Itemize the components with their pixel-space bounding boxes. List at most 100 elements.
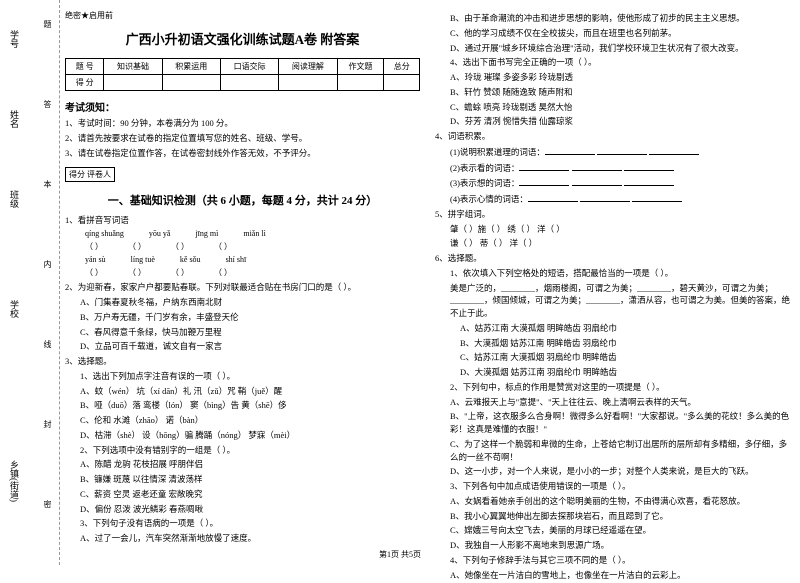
score-cell[interactable]	[337, 75, 384, 91]
score-cell: 总分	[384, 59, 420, 75]
fill-blank[interactable]	[597, 145, 647, 155]
fill-blank[interactable]	[632, 192, 682, 202]
binding-side-3: 内	[42, 260, 53, 268]
pinyin: miǎn lì	[243, 229, 265, 238]
q6-opt: B、我小心翼翼地伸出左脚去探那块岩石，而且跽到了它。	[435, 510, 790, 523]
q3-opt: B、轩竹 赞颂 随随逸致 随声附和	[435, 86, 790, 99]
score-cell: 题 号	[66, 59, 104, 75]
score-cell: 作文题	[337, 59, 384, 75]
right-column: B、由于革命潮流的冲击和进步思想的影响，使他形成了初步的民主主义思想。 C、他的…	[435, 10, 790, 583]
q6-line: B、"上帝，这衣服多么合身啊！微得多么好看啊！"大家都说。"多么美的花纹！多么美…	[435, 410, 790, 436]
fill-blank[interactable]	[649, 145, 699, 155]
score-table: 题 号 知识基础 积累运用 口语交际 阅读理解 作文题 总分 得 分	[65, 58, 420, 91]
score-cell[interactable]	[384, 75, 420, 91]
q4-label: (4)表示心情的词语：	[450, 194, 528, 204]
q3-opt: A、过了一会儿，汽车突然渐渐地放慢了速度。	[65, 532, 420, 545]
q3-opt: C、蟾蜍 喷亮 玲珑剔透 昊然大怡	[435, 101, 790, 114]
binding-side-1: 答	[42, 100, 53, 108]
binding-label-town: 乡镇(街道)	[8, 460, 21, 502]
answer-row: （ ） （ ） （ ） （ ）	[85, 241, 420, 252]
col2-line: D、通过开展"城乡环境综合治理"活动，我们学校环境卫生状况有了很大改变。	[435, 42, 790, 55]
q6-line: A、云难报天上与"意提"、"天上往往云、晚上清啊云表样的天气。	[435, 396, 790, 409]
left-column: 绝密★启用前 广西小升初语文强化训练试题A卷 附答案 题 号 知识基础 积累运用…	[65, 10, 420, 583]
fill-blank[interactable]	[624, 176, 674, 186]
grader-box: 得分 评卷人	[65, 167, 115, 182]
answer-blank[interactable]: （ ）	[85, 267, 103, 278]
q6-opt: B、大漠孤烟 姑苏江南 明眸皓齿 羽扇纶巾	[435, 337, 790, 350]
binding-side-5: 封	[42, 420, 53, 428]
q6-line: C、为了这样一个脆弱和卑微的生命，上苍给它制订出居所的层所却有多精细，多仔细，多…	[435, 438, 790, 464]
q3-stem: 3、选择题。	[65, 355, 420, 368]
q3-opt: C、薪资 空灵 返老还童 宏敞晚究	[65, 488, 420, 501]
answer-blank[interactable]: （ ）	[171, 267, 189, 278]
q4-item: (3)表示想的词语：	[435, 176, 790, 190]
table-row: 题 号 知识基础 积累运用 口语交际 阅读理解 作文题 总分	[66, 59, 420, 75]
fill-blank[interactable]	[519, 176, 569, 186]
q3-sub2: 2、下列选项中没有错别字的一组是（ ）。	[65, 444, 420, 457]
q6-opt: A、她像坐在一片洁白的雪地上，也像坐在一片洁白的云彩上。	[435, 569, 790, 582]
q5-item: 谦（ ） 蒂（ ） 洋（ ）	[435, 237, 790, 250]
q3-opt: D、枯滞（shè） 设（hōng）骗 腾踊（nóng） 梦寐（mèi）	[65, 429, 420, 442]
score-cell[interactable]	[279, 75, 337, 91]
binding-side-6: 密	[42, 500, 53, 508]
q6-opt: A、女娲看着她亲手创出的这个聪明美丽的生物，不由得满心欢喜，看花怒放。	[435, 495, 790, 508]
q2-opt: A、门集春夏秋冬福，户纳东西南北财	[65, 296, 420, 309]
pinyin: kě sǒu	[180, 255, 201, 264]
q6-stem: 6、选择题。	[435, 252, 790, 265]
q4-item: (4)表示心情的词语：	[435, 192, 790, 206]
pinyin: yán sù	[85, 255, 106, 264]
answer-blank[interactable]: （ ）	[214, 267, 232, 278]
score-cell[interactable]	[104, 75, 162, 91]
binding-label-id: 学号	[8, 30, 21, 48]
q4-label: (2)表示看的词语：	[450, 163, 519, 173]
answer-blank[interactable]: （ ）	[85, 241, 103, 252]
fill-blank[interactable]	[624, 161, 674, 171]
answer-blank[interactable]: （ ）	[128, 267, 146, 278]
binding-label-class: 班级	[8, 190, 21, 208]
q4-label: (3)表示想的词语：	[450, 178, 519, 188]
score-cell[interactable]	[162, 75, 220, 91]
q6-sub3: 3、下列各句中加点成语使用错误的一项是（ ）。	[435, 480, 790, 493]
notice-item: 1、考试时间：90 分钟，本卷满分为 100 分。	[65, 118, 420, 130]
score-cell: 口语交际	[220, 59, 278, 75]
q6-line: D、这一小步，对一个人来说，是小小的一步；对整个人类来说，是巨大的飞跃。	[435, 465, 790, 478]
score-cell: 阅读理解	[279, 59, 337, 75]
q4-item: (2)表示看的词语：	[435, 161, 790, 175]
score-cell[interactable]	[220, 75, 278, 91]
binding-margin: 学号 姓名 班级 学校 乡镇(街道) 题 答 本 内 线 封 密	[0, 0, 60, 565]
fill-blank[interactable]	[572, 176, 622, 186]
score-cell: 知识基础	[104, 59, 162, 75]
table-row: 得 分	[66, 75, 420, 91]
fill-blank[interactable]	[572, 161, 622, 171]
fill-blank[interactable]	[545, 145, 595, 155]
q2-opt: D、立品可百千载道，诚文自有一家言	[65, 340, 420, 353]
answer-blank[interactable]: （ ）	[214, 241, 232, 252]
pinyin-row: yán sù líng tuè kě sǒu shí shī	[85, 255, 420, 264]
binding-label-school: 学校	[8, 300, 21, 318]
score-cell: 得 分	[66, 75, 104, 91]
q3-opt: D、偏份 忍泼 波光鳞彩 春燕啁啾	[65, 503, 420, 516]
fill-blank[interactable]	[580, 192, 630, 202]
page-footer: 第1页 共5页	[0, 549, 800, 560]
pinyin: qíng shuǎng	[85, 229, 124, 238]
pinyin: jīng mì	[195, 229, 218, 238]
col2-line: C、他的学习成绩不仅在全校拔尖，而且在班里也名列前茅。	[435, 27, 790, 40]
fill-blank[interactable]	[528, 192, 578, 202]
q4-stem: 4、词语积累。	[435, 130, 790, 143]
fill-blank[interactable]	[519, 161, 569, 171]
q4-label: (1)说明积累道理的词语：	[450, 147, 545, 157]
binding-label-name: 姓名	[8, 110, 21, 128]
q6-opt: D、大漠孤烟 姑苏江南 羽扇纶巾 明眸皓齿	[435, 366, 790, 379]
q2-opt: B、万户寿无疆，千门岁有余，丰盛登天伦	[65, 311, 420, 324]
exam-title: 广西小升初语文强化训练试题A卷 附答案	[65, 29, 420, 48]
score-cell: 积累运用	[162, 59, 220, 75]
main-content: 绝密★启用前 广西小升初语文强化训练试题A卷 附答案 题 号 知识基础 积累运用…	[65, 10, 790, 583]
answer-blank[interactable]: （ ）	[171, 241, 189, 252]
binding-side-4: 线	[42, 340, 53, 348]
pinyin-row: qíng shuǎng yōu yǎ jīng mì miǎn lì	[85, 229, 420, 238]
pinyin: yōu yǎ	[149, 229, 171, 238]
answer-blank[interactable]: （ ）	[128, 241, 146, 252]
notice-item: 3、请在试卷指定位置作答，在试卷密封线外作答无效，不予评分。	[65, 148, 420, 160]
q6-sub1: 1、依次填入下列空格处的短语，搭配最恰当的一项是（ ）。	[435, 267, 790, 280]
q3-opt: B、哑（duō）落 鸾楼（lón） 窦（bìng）告 黄（shē）侈	[65, 399, 420, 412]
